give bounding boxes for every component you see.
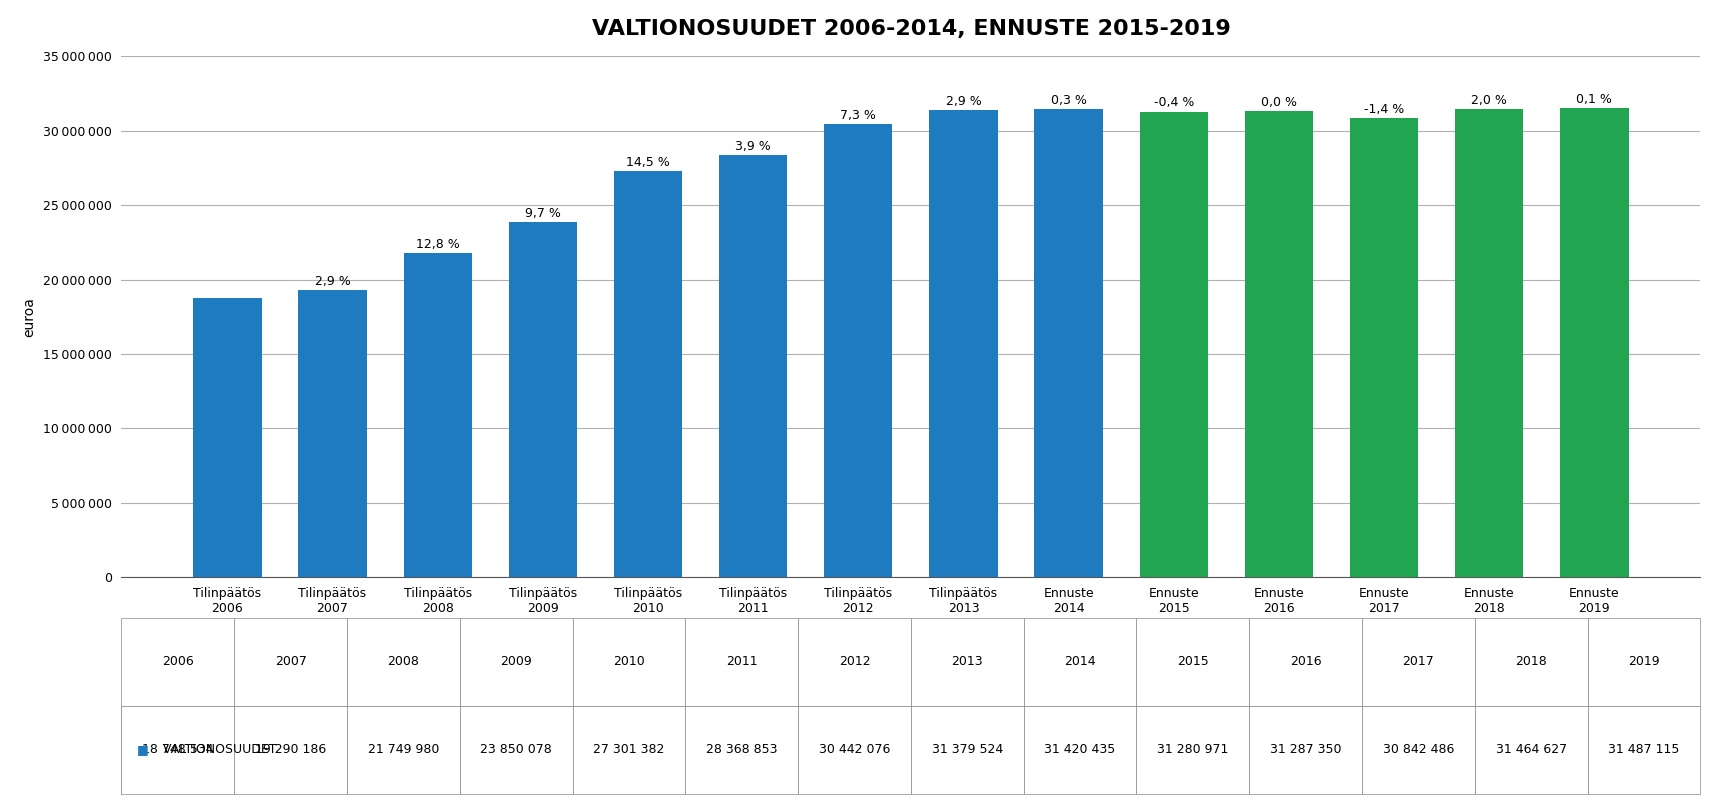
Text: 12,8 %: 12,8 % [416,238,460,251]
Text: -0,4 %: -0,4 % [1154,96,1194,109]
Text: 7,3 %: 7,3 % [840,109,876,122]
Text: 0,1 %: 0,1 % [1577,93,1612,106]
Text: 0,0 %: 0,0 % [1261,96,1296,109]
Bar [1140,111,1208,577]
Bar [298,290,366,577]
Bar [1560,108,1629,577]
Bar [930,110,998,577]
Y-axis label: euroa: euroa [23,297,36,337]
Title: VALTIONOSUUDET 2006-2014, ENNUSTE 2015-2019: VALTIONOSUUDET 2006-2014, ENNUSTE 2015-2… [592,19,1230,39]
Text: 2,0 %: 2,0 % [1471,94,1508,107]
Bar [508,222,578,577]
Bar [1244,111,1313,577]
Bar [614,171,682,577]
Text: 2,9 %: 2,9 % [314,275,350,288]
Bar [193,298,262,577]
Bar [404,253,472,577]
Bar [824,124,892,577]
Text: -1,4 %: -1,4 % [1364,103,1404,115]
Text: 2,9 %: 2,9 % [946,95,982,107]
Text: 9,7 %: 9,7 % [526,207,560,220]
Bar [1034,109,1103,577]
Text: ■: ■ [137,743,149,756]
Text: 3,9 %: 3,9 % [736,140,770,152]
Bar [1350,118,1417,577]
Text: 0,3 %: 0,3 % [1051,94,1086,107]
Bar [1456,109,1523,577]
Bar [718,155,788,577]
Text: VALTIONOSUUDET: VALTIONOSUUDET [160,743,278,756]
Text: 14,5 %: 14,5 % [626,156,670,168]
